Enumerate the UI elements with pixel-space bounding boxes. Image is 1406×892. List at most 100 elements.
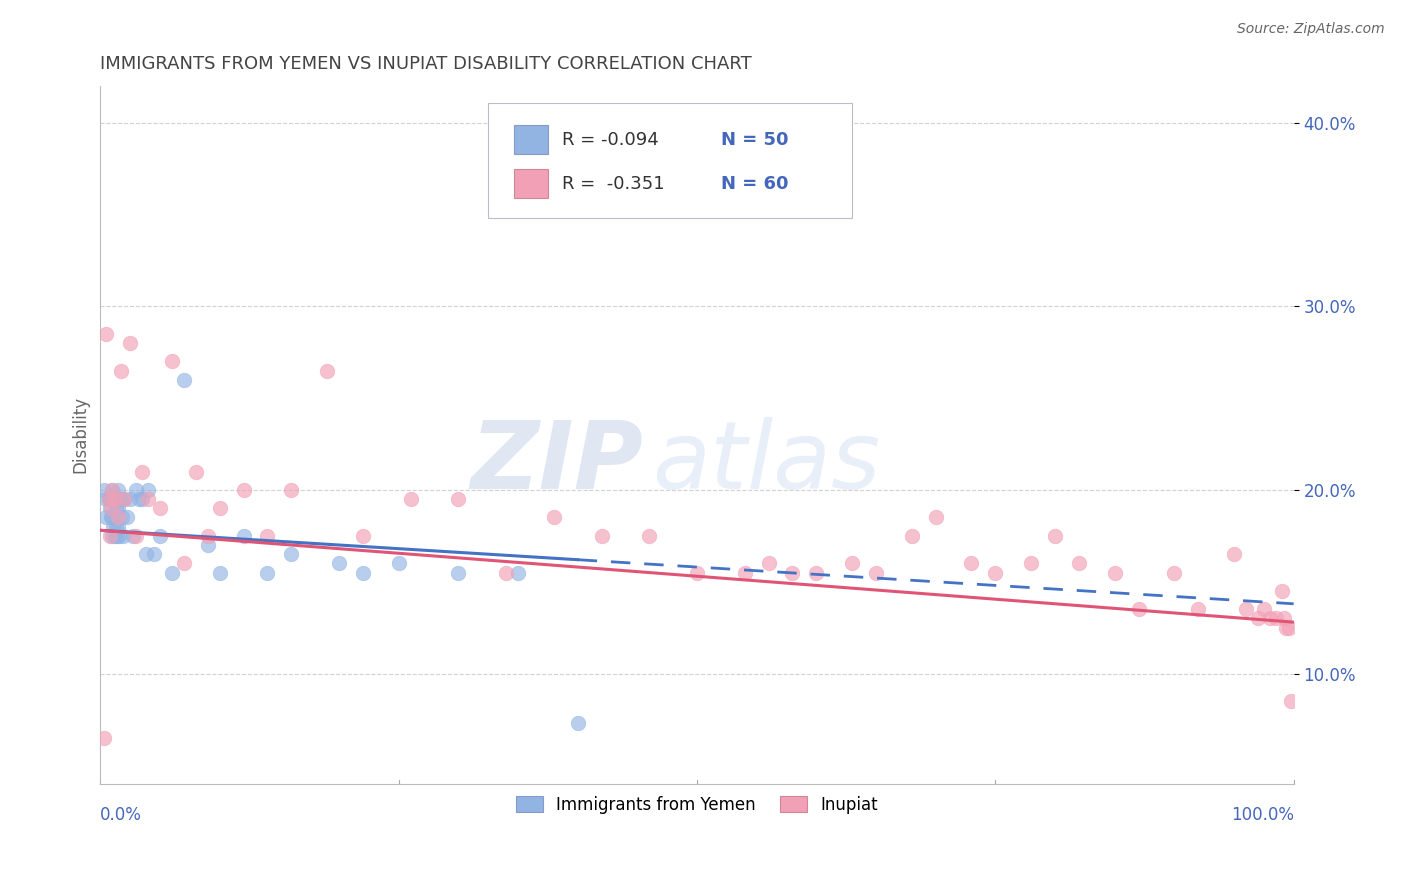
Point [256, 566, 278, 580]
Point [506, 566, 529, 580]
Point [96, 492, 118, 507]
Point [107, 501, 129, 516]
Point [806, 566, 828, 580]
Text: ZIP: ZIP [471, 417, 644, 508]
Point [98, 501, 121, 516]
Point [131, 492, 153, 507]
Point [97, 492, 120, 507]
Point [107, 510, 129, 524]
Point [110, 363, 132, 377]
Point [107, 519, 129, 533]
Point [1043, 529, 1066, 543]
Legend: Immigrants from Yemen, Inupiat: Immigrants from Yemen, Inupiat [509, 789, 884, 821]
Point [280, 483, 302, 497]
Point [232, 483, 254, 497]
Point [316, 363, 339, 377]
Point [120, 492, 142, 507]
Point [208, 566, 231, 580]
Point [232, 529, 254, 543]
Point [96, 510, 118, 524]
Point [97, 492, 120, 507]
Point [104, 492, 127, 507]
Bar [515, 169, 548, 198]
Point [399, 492, 422, 507]
Point [112, 492, 135, 507]
Point [591, 529, 613, 543]
Point [135, 547, 157, 561]
Text: IMMIGRANTS FROM YEMEN VS INUPIAT DISABILITY CORRELATION CHART: IMMIGRANTS FROM YEMEN VS INUPIAT DISABIL… [100, 55, 752, 73]
Point [1272, 611, 1295, 625]
Point [101, 483, 124, 497]
Point [98, 492, 121, 507]
Text: 100.0%: 100.0% [1230, 805, 1294, 824]
Point [388, 557, 411, 571]
Point [149, 501, 172, 516]
Point [1234, 602, 1257, 616]
Point [352, 566, 374, 580]
Point [543, 510, 565, 524]
Point [125, 483, 148, 497]
Point [120, 335, 142, 350]
Text: R = -0.094: R = -0.094 [562, 130, 659, 149]
Text: N = 60: N = 60 [721, 175, 789, 193]
Point [960, 557, 983, 571]
Point [256, 529, 278, 543]
Point [100, 501, 122, 516]
Text: Source: ZipAtlas.com: Source: ZipAtlas.com [1237, 22, 1385, 37]
Point [328, 557, 350, 571]
Point [1275, 621, 1298, 635]
Point [103, 519, 125, 533]
Point [197, 538, 219, 552]
Point [1163, 566, 1185, 580]
Point [143, 547, 166, 561]
Point [1258, 611, 1281, 625]
Bar [515, 125, 548, 154]
Point [100, 510, 122, 524]
Point [924, 510, 946, 524]
Point [101, 483, 124, 497]
Point [984, 566, 1007, 580]
Point [1019, 557, 1042, 571]
Point [136, 483, 159, 497]
Point [1187, 602, 1209, 616]
Point [93, 731, 115, 745]
Point [352, 529, 374, 543]
Point [100, 492, 122, 507]
Point [758, 557, 780, 571]
Point [1271, 583, 1294, 598]
Point [96, 326, 118, 341]
Point [136, 492, 159, 507]
Point [184, 465, 207, 479]
Point [107, 483, 129, 497]
Point [1247, 611, 1270, 625]
Point [98, 529, 121, 543]
Point [121, 529, 143, 543]
Point [495, 566, 517, 580]
Point [111, 510, 134, 524]
Text: N = 50: N = 50 [721, 130, 789, 149]
Y-axis label: Disability: Disability [72, 396, 89, 474]
Point [104, 519, 127, 533]
Text: atlas: atlas [651, 417, 880, 508]
Point [131, 465, 153, 479]
Point [280, 547, 302, 561]
Point [1067, 557, 1090, 571]
Point [101, 510, 124, 524]
Point [101, 529, 124, 543]
Point [782, 566, 804, 580]
Point [149, 529, 172, 543]
Point [111, 529, 134, 543]
Point [900, 529, 922, 543]
Point [173, 557, 195, 571]
Point [1278, 621, 1301, 635]
Point [160, 354, 183, 368]
Point [1128, 602, 1150, 616]
Point [93, 483, 115, 497]
Point [208, 501, 231, 516]
Point [734, 566, 756, 580]
Point [1104, 566, 1126, 580]
Point [841, 557, 863, 571]
Point [686, 566, 709, 580]
Point [1253, 602, 1275, 616]
FancyBboxPatch shape [488, 103, 852, 219]
